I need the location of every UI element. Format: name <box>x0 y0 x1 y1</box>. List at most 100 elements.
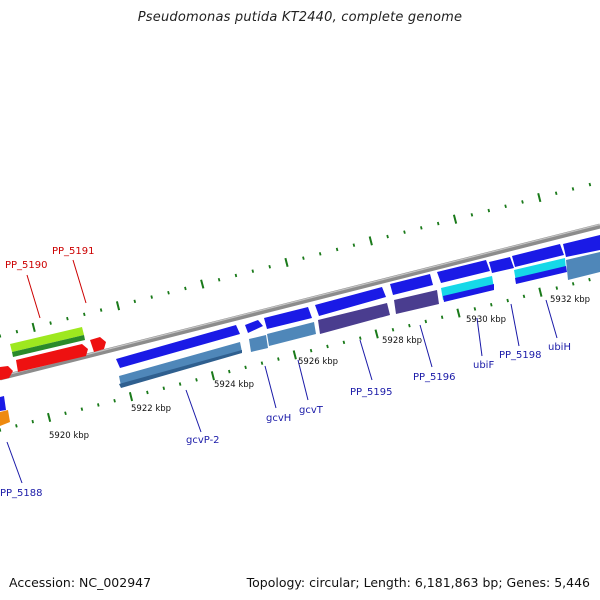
gene-label[interactable]: gcvT <box>299 405 324 416</box>
tick-mark <box>359 336 362 340</box>
tick-label: 5930 kbp <box>466 315 506 325</box>
tick-mark <box>150 295 153 299</box>
gene-labels-upper: PP_5190 PP_5191 <box>5 246 95 271</box>
tick-mark <box>436 221 440 226</box>
gene-feature-ubif[interactable] <box>437 260 494 302</box>
tick-mark <box>178 382 182 386</box>
accession-label: Accession: NC_002947 <box>9 575 152 590</box>
tick-mark <box>113 398 116 403</box>
tick-mark <box>326 344 329 349</box>
tick-mark <box>420 226 423 230</box>
gene-label[interactable]: ubiH <box>548 342 571 353</box>
tick-mark <box>15 424 18 428</box>
tick-mark <box>391 327 395 332</box>
gene-feature-gcvt[interactable] <box>264 307 316 346</box>
gene-feature-pp5190[interactable] <box>10 327 85 357</box>
tick-mark <box>374 329 379 339</box>
tick-mark <box>335 247 339 252</box>
tick-mark <box>470 213 474 217</box>
gene-label[interactable]: PP_5195 <box>350 387 393 398</box>
gene-label[interactable]: PP_5190 <box>5 260 48 271</box>
tick-mark <box>162 386 166 391</box>
tick-mark <box>184 286 187 291</box>
topology-label: Topology: circular; Length: 6,181,863 bp… <box>246 575 590 590</box>
tick-mark <box>504 204 507 209</box>
tick-mark <box>386 234 389 239</box>
tick-mark <box>292 350 297 360</box>
tick-mark <box>490 302 493 307</box>
tick-mark <box>217 277 221 282</box>
gene-labels-lower: PP_5188 gcvP-2 gcvH gcvT PP_5195 PP_5196… <box>0 342 571 499</box>
tick-mark <box>408 323 411 328</box>
gene-feature-ubih[interactable] <box>512 235 600 284</box>
gene-label[interactable]: ubiF <box>473 360 494 371</box>
tick-mark <box>588 182 592 187</box>
gene-feature-pp5196[interactable] <box>390 274 439 314</box>
gene-label[interactable]: gcvP-2 <box>186 435 220 446</box>
tick-mark <box>506 298 509 303</box>
tick-mark <box>115 301 121 311</box>
gene-label[interactable]: PP_5198 <box>499 350 542 361</box>
tick-mark <box>228 369 231 374</box>
tick-mark <box>403 230 406 234</box>
gene-label[interactable]: PP_5191 <box>52 246 95 257</box>
tick-mark <box>49 321 52 325</box>
tick-track-upper <box>0 182 592 338</box>
tick-mark <box>80 407 84 411</box>
tick-mark <box>133 299 137 304</box>
gene-feature-pp5198[interactable] <box>489 257 514 273</box>
gene-feature-pp5188[interactable] <box>0 396 10 426</box>
tick-track-lower <box>0 277 591 432</box>
tick-mark <box>302 256 305 260</box>
tick-mark <box>260 361 264 365</box>
tick-mark <box>195 378 198 382</box>
map-title: Pseudomonas putida KT2440, complete geno… <box>137 10 463 25</box>
tick-mark <box>456 308 461 318</box>
tick-mark <box>352 243 356 247</box>
tick-mark <box>128 391 134 402</box>
tick-mark <box>571 282 575 286</box>
gene-feature-gcvh[interactable] <box>245 320 268 352</box>
tick-mark <box>555 286 559 290</box>
tick-mark <box>83 312 86 317</box>
tick-mark <box>309 348 313 353</box>
tick-mark <box>342 340 346 345</box>
tick-mark <box>277 357 280 361</box>
gene-label[interactable]: PP_5196 <box>413 372 456 383</box>
tick-mark <box>571 187 575 191</box>
tick-mark <box>318 252 322 256</box>
tick-mark <box>31 419 34 424</box>
gene-label[interactable]: gcvH <box>266 413 291 424</box>
tick-mark <box>167 290 170 295</box>
tick-mark <box>521 200 524 204</box>
gene-feature-pp5195[interactable] <box>315 287 390 334</box>
tick-labels: 5920 kbp 5922 kbp 5924 kbp 5926 kbp 5928… <box>49 295 590 441</box>
gene-feature-gcvp2[interactable] <box>116 325 242 388</box>
tick-mark <box>537 192 542 203</box>
tick-mark <box>522 294 526 299</box>
tick-label: 5928 kbp <box>382 336 422 346</box>
tick-label: 5926 kbp <box>298 357 338 367</box>
tick-mark <box>99 308 103 312</box>
tick-mark <box>31 322 36 332</box>
tick-mark <box>244 365 247 370</box>
tick-mark <box>487 208 491 213</box>
tick-mark <box>554 191 558 196</box>
tick-label: 5932 kbp <box>550 295 590 305</box>
tick-mark <box>440 315 444 319</box>
tick-mark <box>538 287 543 297</box>
tick-mark <box>424 319 428 324</box>
gene-label[interactable]: PP_5188 <box>0 488 43 499</box>
tick-mark <box>452 214 458 224</box>
tick-mark <box>146 390 149 395</box>
tick-mark <box>64 411 67 416</box>
tick-label: 5924 kbp <box>214 380 254 390</box>
gene-feature-pp5191[interactable] <box>0 337 106 380</box>
tick-mark <box>473 307 477 311</box>
genome-backbone <box>0 223 600 381</box>
tick-mark <box>97 403 100 407</box>
tick-mark <box>251 269 255 273</box>
tick-mark <box>284 257 289 268</box>
label-leader-lines <box>6 259 558 484</box>
